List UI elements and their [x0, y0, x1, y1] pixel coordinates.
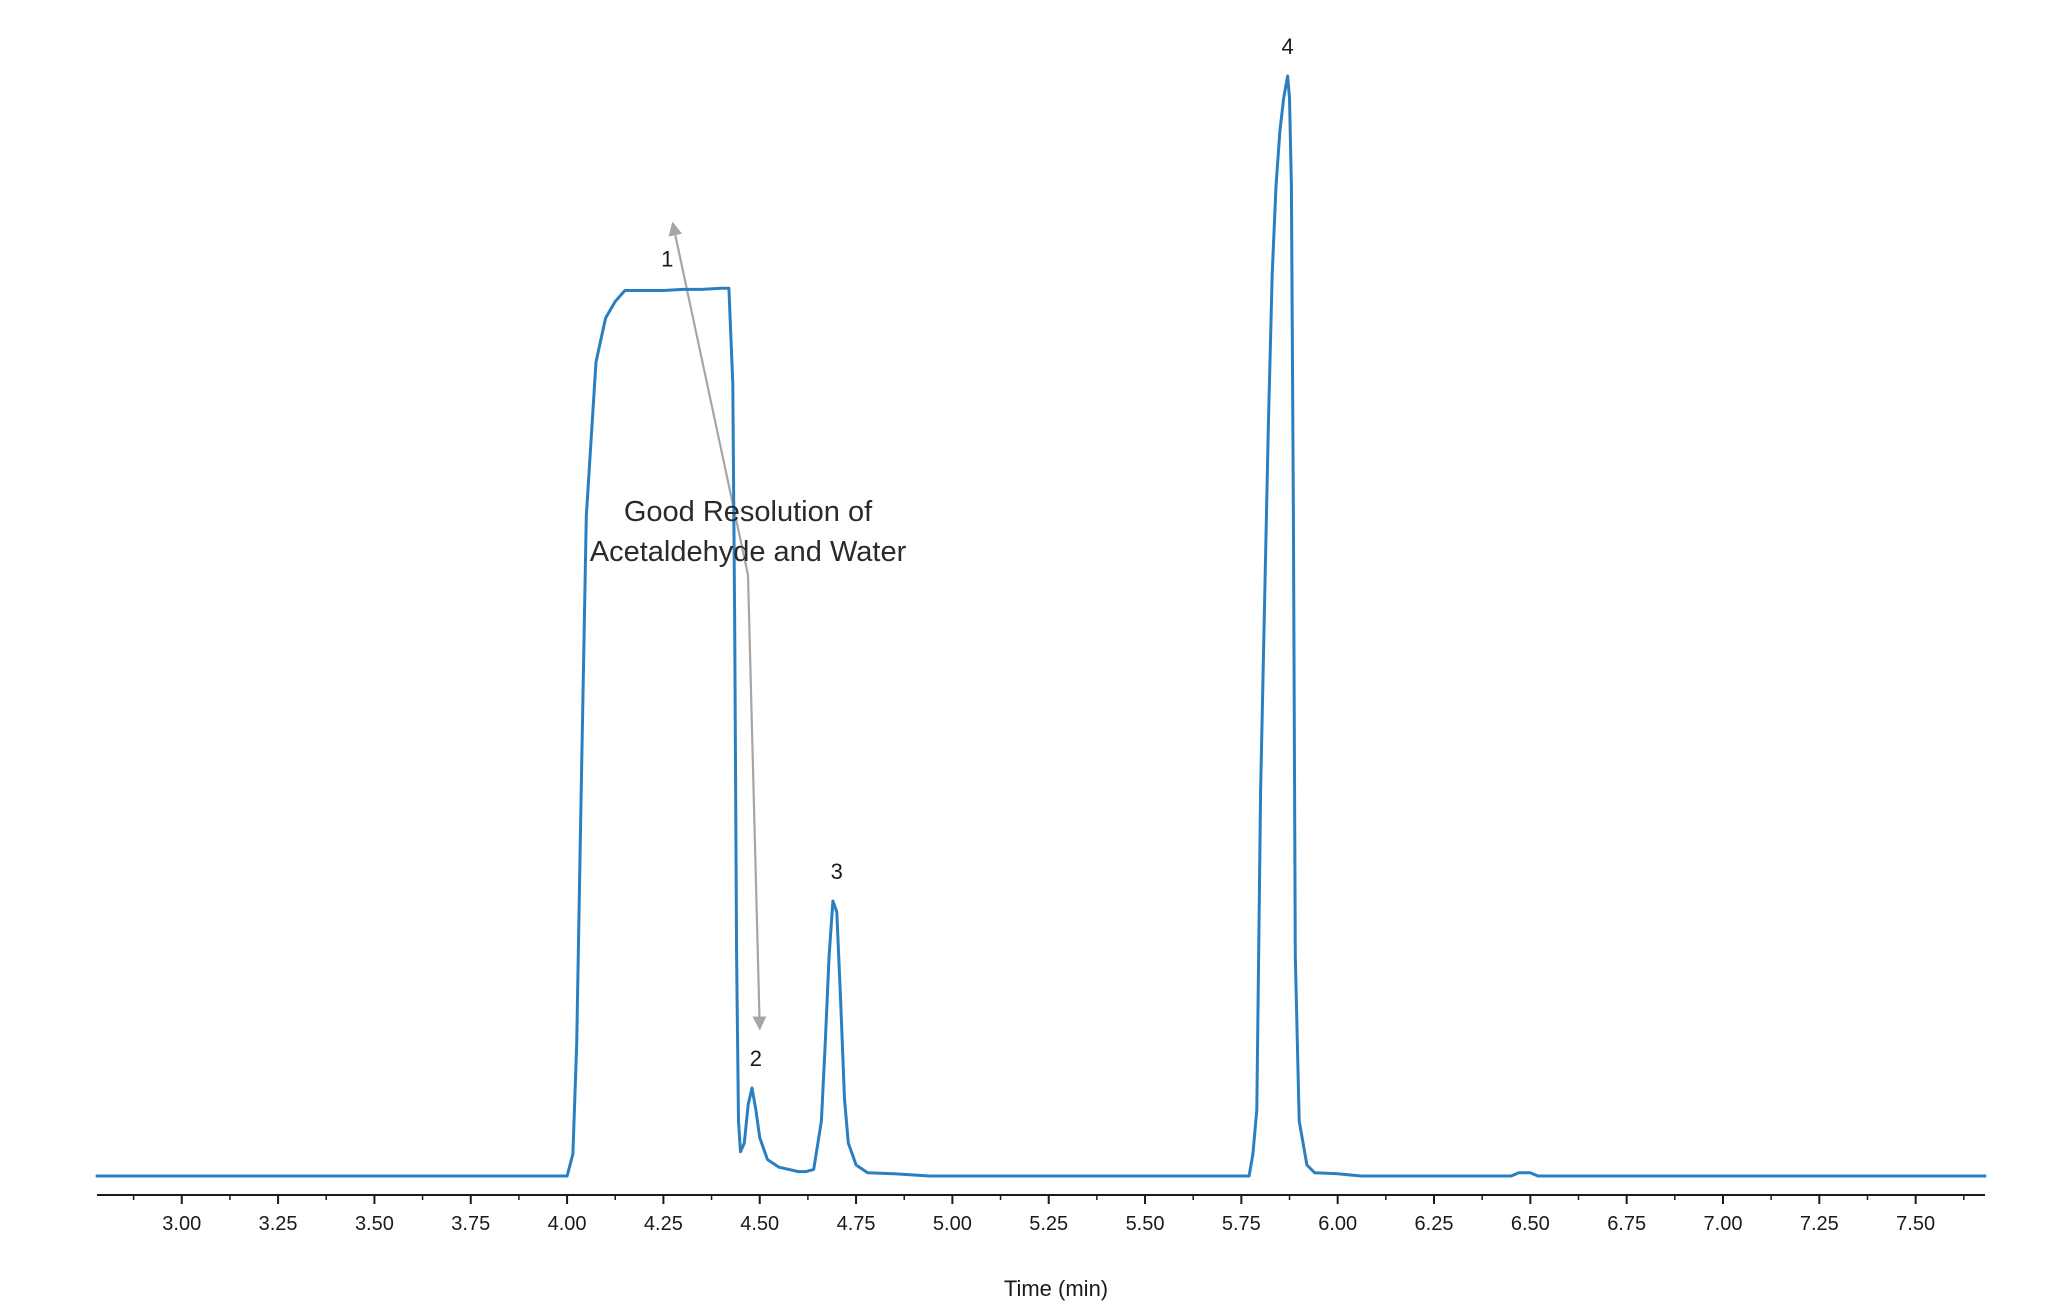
x-tick-label: 5.25	[1029, 1213, 1068, 1235]
peak-label-1: 1	[661, 246, 673, 271]
x-tick-label: 6.75	[1607, 1213, 1646, 1235]
series-layer	[95, 74, 1987, 1178]
annotation-line-1: Good Resolution of	[624, 496, 873, 528]
x-tick-label: 3.00	[162, 1213, 201, 1235]
x-tick-label: 7.50	[1896, 1213, 1935, 1235]
peak-label-2: 2	[750, 1046, 762, 1071]
annotation-arrow-2	[746, 574, 767, 1031]
annotation-arrow-1	[668, 221, 750, 576]
x-tick-label: 5.75	[1222, 1213, 1261, 1235]
peak-label-3: 3	[831, 859, 843, 884]
annotation-line-2: Acetaldehyde and Water	[590, 536, 907, 568]
x-axis-title: Time (min)	[1004, 1276, 1108, 1301]
x-tick-label: 4.25	[644, 1213, 683, 1235]
x-tick-label: 4.00	[548, 1213, 587, 1235]
peak-label-4: 4	[1281, 34, 1293, 59]
x-tick-label: 5.00	[933, 1213, 972, 1235]
chromatogram-trace	[95, 74, 1987, 1178]
x-tick-label: 6.50	[1511, 1213, 1550, 1235]
x-tick-label: 6.25	[1415, 1213, 1454, 1235]
annotation-text: Good Resolution of Acetaldehyde and Water	[590, 496, 907, 568]
x-tick-label: 3.25	[259, 1213, 298, 1235]
x-tick-label: 3.50	[355, 1213, 394, 1235]
x-axis: 3.00 3.25 3.50 3.75 4.00 4.25 4.50 4.75 5.00 5.25…	[97, 1194, 1985, 1301]
annotation-arrows	[668, 221, 767, 1031]
x-tick-label: 5.50	[1126, 1213, 1165, 1235]
x-axis-ticks: 3.00 3.25 3.50 3.75 4.00 4.25 4.50 4.75 5.00 5.25…	[132, 1195, 1965, 1235]
x-tick-label: 4.75	[837, 1213, 876, 1235]
peak-labels: 1 2 3 4	[661, 34, 1294, 1071]
x-tick-label: 7.25	[1800, 1213, 1839, 1235]
x-tick-label: 6.00	[1318, 1213, 1357, 1235]
x-tick-label: 3.75	[451, 1213, 490, 1235]
x-tick-label: 7.00	[1704, 1213, 1743, 1235]
x-tick-label: 4.50	[740, 1213, 779, 1235]
